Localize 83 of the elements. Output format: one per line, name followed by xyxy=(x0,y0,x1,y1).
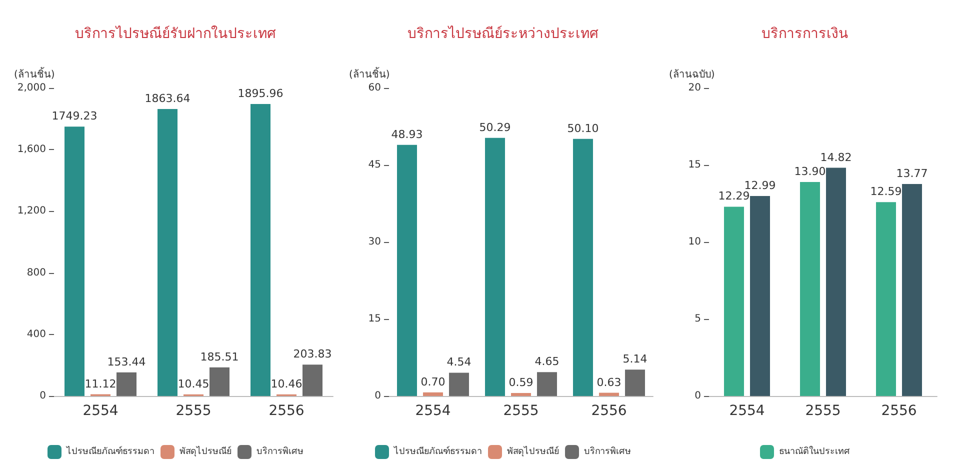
chart-title: บริการการเงิน xyxy=(762,26,848,42)
bar xyxy=(449,372,469,396)
y-tick-label: 0 xyxy=(40,390,46,402)
data-label: 203.83 xyxy=(293,348,332,361)
bar xyxy=(599,392,619,396)
bar xyxy=(876,202,896,396)
bar xyxy=(302,364,322,396)
legend-label: พัสดุไปรษณีย์ xyxy=(180,445,232,457)
y-tick-label: 15 xyxy=(368,314,381,324)
data-label: 12.99 xyxy=(744,178,776,192)
legend-label: พัสดุไปรษณีย์ xyxy=(507,445,559,457)
y-tick-label: 800 xyxy=(26,267,46,278)
bar xyxy=(724,206,744,396)
y-tick-label: 30 xyxy=(368,236,381,248)
x-tick-label: 2554 xyxy=(415,403,451,419)
data-label: 4.65 xyxy=(534,355,560,368)
bar xyxy=(537,372,557,396)
data-label: 0.59 xyxy=(508,376,534,389)
bar xyxy=(826,168,846,396)
data-label: 13.90 xyxy=(794,164,826,178)
y-tick-label: 10 xyxy=(688,236,701,248)
chart-title: บริการไปรษณีย์ระหว่างประเทศ xyxy=(408,25,598,42)
x-tick-label: 2556 xyxy=(268,403,304,419)
bar xyxy=(511,392,531,396)
x-tick-label: 2555 xyxy=(176,403,212,419)
data-label: 185.51 xyxy=(200,350,239,364)
bar xyxy=(250,104,270,396)
y-tick-label: 5 xyxy=(694,314,701,324)
bar xyxy=(573,138,593,396)
data-label: 10.46 xyxy=(270,377,302,390)
y-axis-title: (ล้านชิ้น) xyxy=(14,66,55,80)
bar xyxy=(64,126,84,396)
y-axis-title: (ล้านชิ้น) xyxy=(349,66,390,80)
x-tick-label: 2554 xyxy=(729,403,765,419)
bar xyxy=(423,392,443,396)
data-label: 50.10 xyxy=(567,122,599,135)
bar xyxy=(158,109,178,396)
x-tick-label: 2556 xyxy=(881,403,917,419)
legend-label: บริการพิเศษ xyxy=(256,446,304,457)
data-label: 13.77 xyxy=(896,166,928,180)
y-tick-label: 60 xyxy=(368,82,381,94)
chart-title: บริการไปรษณีย์รับฝากในประเทศ xyxy=(75,25,276,42)
y-tick-label: 1,600 xyxy=(17,144,46,156)
data-label: 14.82 xyxy=(820,150,852,164)
data-label: 12.29 xyxy=(718,190,750,203)
data-label: 48.93 xyxy=(391,128,423,141)
y-tick-label: 15 xyxy=(688,160,701,170)
data-label: 1749.23 xyxy=(52,110,98,123)
y-tick-label: 0 xyxy=(694,390,701,402)
legend-label: ไปรษณียภัณฑ์ธรรมดา xyxy=(393,445,482,457)
data-label: 4.54 xyxy=(446,356,472,369)
legend-label: ธนาณัติในประเทศ xyxy=(779,446,850,457)
bar xyxy=(210,367,230,396)
data-label: 11.12 xyxy=(84,377,116,390)
bar xyxy=(800,182,820,396)
y-tick-label: 400 xyxy=(26,328,46,340)
bar xyxy=(485,138,505,396)
bar xyxy=(397,144,417,396)
data-label: 0.70 xyxy=(420,375,446,388)
y-tick-label: 45 xyxy=(368,160,381,170)
bar xyxy=(750,196,770,396)
legend-label: ไปรษณียภัณฑ์ธรรมดา xyxy=(66,445,154,457)
y-tick-label: 1,200 xyxy=(17,206,46,217)
x-tick-label: 2555 xyxy=(503,403,539,419)
x-tick-label: 2554 xyxy=(82,403,118,419)
bar xyxy=(116,372,136,396)
data-label: 10.45 xyxy=(178,377,210,390)
legend-label: บริการพิเศษ xyxy=(584,446,631,457)
y-axis-title: (ล้านฉบับ) xyxy=(669,68,715,80)
bar xyxy=(625,370,645,396)
bar xyxy=(902,184,922,396)
data-label: 12.59 xyxy=(870,185,902,198)
data-label: 0.63 xyxy=(596,376,622,389)
data-label: 1895.96 xyxy=(238,87,284,100)
data-label: 5.14 xyxy=(622,352,648,366)
y-tick-label: 20 xyxy=(688,82,701,94)
data-label: 153.44 xyxy=(107,355,146,368)
x-tick-label: 2555 xyxy=(805,403,841,419)
y-tick-label: 2,000 xyxy=(17,82,46,94)
x-tick-label: 2556 xyxy=(591,403,627,419)
y-tick-label: 0 xyxy=(374,390,381,402)
data-label: 1863.64 xyxy=(144,92,190,105)
data-label: 50.29 xyxy=(479,120,511,134)
